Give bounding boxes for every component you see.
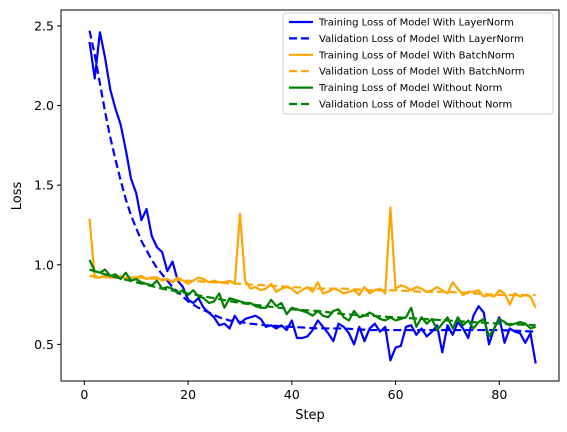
legend-box	[282, 12, 554, 115]
y-tick-label: 1.0	[34, 257, 54, 272]
plot-frame	[60, 9, 560, 382]
legend-label-5: Validation Loss of Model Without Norm	[319, 100, 512, 111]
x-tick-label: 60	[388, 387, 404, 402]
legend-label-4: Training Loss of Model Without Norm	[318, 83, 502, 94]
legend-label-1: Validation Loss of Model With LayerNorm	[319, 34, 524, 45]
series-line-0	[88, 31, 537, 364]
y-axis: 0.5 1.0 1.5 2.0 2.5	[34, 18, 61, 352]
y-tick-label: 0.5	[34, 337, 54, 352]
x-axis-label: Step	[295, 408, 325, 423]
series-line-3	[89, 274, 536, 297]
x-tick-label: 20	[180, 387, 196, 402]
y-axis-label: Loss	[10, 182, 25, 211]
series-line-5	[89, 268, 536, 327]
y-tick-label: 2.0	[34, 98, 54, 113]
y-tick-label: 2.5	[34, 18, 54, 33]
x-tick-label: 80	[491, 387, 507, 402]
legend-label-2: Training Loss of Model With BatchNorm	[318, 50, 515, 61]
legend: Training Loss of Model With LayerNorm Val…	[282, 12, 554, 115]
legend-label-0: Training Loss of Model With LayerNorm	[318, 18, 514, 29]
series-line-4	[88, 259, 536, 338]
y-tick-label: 1.5	[34, 178, 54, 193]
legend-label-3: Validation Loss of Model With BatchNorm	[319, 67, 525, 78]
series-layer	[88, 30, 537, 364]
x-axis: 0 20 40 60 80	[80, 381, 507, 402]
x-tick-label: 0	[80, 387, 88, 402]
series-line-1	[88, 30, 536, 333]
legend-items: Training Loss of Model With LayerNorm Val…	[289, 18, 525, 111]
x-tick-label: 40	[284, 387, 300, 402]
